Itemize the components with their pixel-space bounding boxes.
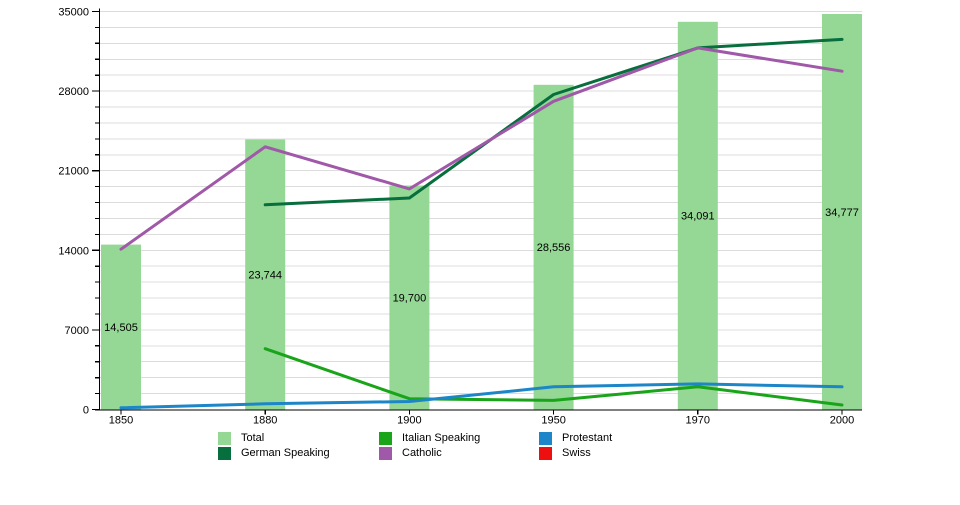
legend-label-italian-speaking: Italian Speaking: [402, 432, 481, 444]
line-german-speaking: [263, 37, 844, 207]
legend: Total German Speaking Italian Speaking C…: [218, 432, 918, 464]
legend-swatch-total: [218, 432, 231, 445]
y-axis-label: 28000: [58, 86, 89, 98]
x-axis-label: 2000: [830, 415, 854, 427]
legend-label-protestant: Protestant: [562, 432, 613, 444]
legend-item-catholic: Catholic: [379, 447, 442, 460]
legend-swatch-protestant: [539, 432, 552, 445]
bar-1880: [245, 139, 286, 410]
x-axis-label: 1970: [686, 415, 710, 427]
legend-item-total: Total: [218, 432, 264, 445]
x-axis-label: 1950: [541, 415, 565, 427]
y-axis-label: 35000: [58, 7, 89, 19]
legend-item-swiss: Swiss: [539, 447, 591, 460]
bar-value-label: 23,744: [248, 270, 282, 282]
bar-1900: [389, 185, 430, 410]
legend-item-german-speaking: German Speaking: [218, 447, 330, 460]
legend-swatch-italian-speaking: [379, 432, 392, 445]
line-protestant: [119, 382, 844, 410]
legend-swatch-swiss: [539, 447, 552, 460]
bar-value-label: 34,091: [681, 211, 715, 223]
line-catholic: [119, 46, 844, 251]
bar-value-label: 28,556: [537, 242, 571, 254]
bar-1950: [533, 84, 574, 410]
bar-value-label: 14,505: [104, 322, 138, 334]
x-axis-label: 1850: [109, 415, 133, 427]
x-axis-label: 1880: [253, 415, 277, 427]
legend-item-italian-speaking: Italian Speaking: [379, 432, 480, 445]
legend-label-total: Total: [241, 432, 265, 444]
legend-label-swiss: Swiss: [562, 447, 591, 459]
y-axis-label: 7000: [65, 325, 89, 337]
x-axis-label: 1900: [397, 415, 421, 427]
legend-label-catholic: Catholic: [402, 447, 442, 459]
legend-label-german-speaking: German Speaking: [241, 447, 330, 459]
bar-2000: [822, 14, 862, 410]
bar-1970: [677, 21, 718, 410]
bar-value-label: 34,777: [825, 207, 859, 219]
bar-1850: [101, 244, 141, 410]
y-axis-label: 21000: [58, 166, 89, 178]
y-axis-label: 14000: [58, 245, 89, 257]
line-italian-speaking: [263, 347, 844, 407]
legend-swatch-german-speaking: [218, 447, 231, 460]
legend-item-protestant: Protestant: [539, 432, 612, 445]
legend-swatch-catholic: [379, 447, 392, 460]
y-axis-label: 0: [83, 405, 89, 417]
bar-value-label: 19,700: [393, 293, 427, 305]
